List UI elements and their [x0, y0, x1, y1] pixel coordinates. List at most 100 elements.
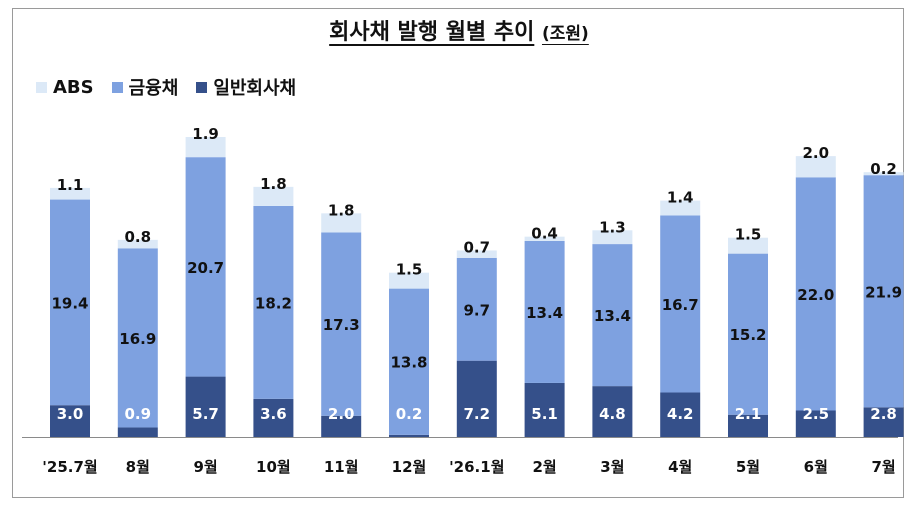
bar-fin	[117, 248, 158, 428]
x-tick-label: 10월	[256, 458, 291, 476]
bar-gen	[389, 434, 429, 437]
data-label-fin: 13.8	[390, 354, 427, 372]
data-label-gen: 4.2	[667, 405, 694, 423]
data-label-fin: 16.9	[119, 330, 156, 348]
data-label-gen: 0.9	[125, 405, 152, 423]
data-label-abs: 1.9	[192, 125, 219, 143]
bar-fin	[592, 244, 633, 387]
bar-fin	[253, 205, 294, 399]
data-label-abs: 1.5	[396, 261, 423, 279]
bar-abs	[728, 237, 768, 254]
data-label-fin: 19.4	[51, 294, 88, 312]
legend-label-gen: 일반회사채	[213, 78, 297, 99]
bar-gen	[728, 414, 768, 437]
legend-swatch-fin	[111, 81, 123, 93]
x-tick-label: 12월	[392, 458, 427, 476]
data-label-fin: 20.7	[187, 259, 224, 277]
bar-abs	[185, 137, 226, 158]
x-tick-label: 3월	[600, 458, 624, 476]
data-label-abs: 1.8	[260, 175, 287, 193]
data-label-abs: 1.1	[57, 176, 84, 194]
bar-gen	[592, 386, 633, 437]
x-tick-label: 11월	[324, 458, 359, 476]
bar-gen	[795, 410, 836, 437]
bar-abs	[321, 213, 362, 233]
data-label-fin: 21.9	[865, 283, 902, 301]
data-label-abs: 1.5	[735, 226, 762, 244]
legend-item-gen: 일반회사채	[196, 74, 296, 100]
bar-fin	[660, 215, 701, 393]
bar-gen	[50, 405, 90, 437]
data-label-gen: 3.0	[57, 405, 84, 423]
bar-abs	[524, 236, 565, 241]
data-label-fin: 16.7	[662, 296, 699, 314]
data-label-gen: 4.8	[599, 405, 626, 423]
data-label-gen: 2.0	[328, 405, 355, 423]
bar-fin	[524, 240, 565, 383]
data-label-gen: 2.1	[735, 405, 762, 423]
bar-gen	[456, 360, 497, 437]
chart-legend: ABS 금융채 일반회사채	[36, 74, 296, 100]
data-label-gen: 3.6	[260, 405, 287, 423]
chart-title-text: 회사채 발행 월별 추이	[329, 20, 535, 45]
data-label-fin: 13.4	[526, 304, 563, 322]
data-label-gen: 5.1	[531, 405, 558, 423]
data-label-abs: 2.0	[803, 144, 830, 162]
legend-swatch-gen	[196, 81, 208, 93]
data-label-abs: 0.7	[464, 238, 491, 256]
data-label-fin: 18.2	[255, 294, 292, 312]
bar-gen	[321, 415, 362, 437]
bar-abs	[117, 239, 158, 249]
data-label-abs: 0.2	[870, 160, 897, 178]
x-tick-label: 8월	[126, 458, 150, 476]
data-label-abs: 1.4	[667, 189, 694, 207]
data-label-abs: 1.3	[599, 218, 626, 236]
bar-fin	[456, 257, 497, 361]
bar-abs	[389, 272, 429, 289]
bar-abs	[660, 200, 701, 216]
data-label-fin: 9.7	[464, 301, 491, 319]
data-label-fin: 17.3	[323, 316, 360, 334]
x-tick-label: 6월	[804, 458, 828, 476]
bar-gen	[253, 398, 294, 437]
x-tick-label: '25.7월	[42, 458, 97, 476]
x-tick-label: 7월	[871, 458, 895, 476]
data-label-gen: 0.2	[396, 405, 423, 423]
data-label-gen: 7.2	[464, 405, 491, 423]
x-tick-label: 2월	[532, 458, 556, 476]
bar-abs	[592, 230, 633, 245]
data-label-abs: 1.8	[328, 201, 355, 219]
data-label-gen: 2.8	[870, 405, 897, 423]
data-label-abs: 0.4	[531, 225, 558, 243]
bar-abs	[253, 186, 294, 206]
bar-gen	[185, 376, 226, 437]
bar-fin	[863, 175, 904, 408]
data-label-fin: 15.2	[729, 326, 766, 344]
bar-fin	[389, 288, 429, 435]
x-tick-label: 4월	[668, 458, 692, 476]
legend-label-fin: 금융채	[128, 78, 179, 99]
bar-fin	[795, 177, 836, 411]
bar-abs	[456, 250, 497, 258]
chart-title: 회사채 발행 월별 추이 (조원)	[0, 14, 918, 46]
bar-fin	[321, 232, 362, 416]
bar-gen	[524, 382, 565, 437]
data-label-abs: 0.8	[125, 228, 152, 246]
bar-gen	[660, 392, 701, 437]
chart-unit: (조원)	[541, 24, 589, 44]
bar-abs	[863, 172, 904, 176]
legend-swatch-abs	[36, 81, 47, 93]
bar-gen	[117, 427, 158, 437]
bar-abs	[795, 156, 836, 178]
legend-label-abs: ABS	[53, 76, 94, 98]
bar-fin	[728, 253, 768, 415]
x-tick-label: '26.1월	[449, 458, 504, 476]
legend-item-fin: 금융채	[111, 74, 179, 100]
bar-fin	[50, 199, 90, 406]
data-label-fin: 13.4	[594, 307, 631, 325]
bar-abs	[50, 187, 90, 200]
data-label-fin: 22.0	[797, 286, 834, 304]
x-tick-label: 5월	[736, 458, 760, 476]
bar-fin	[185, 157, 226, 377]
